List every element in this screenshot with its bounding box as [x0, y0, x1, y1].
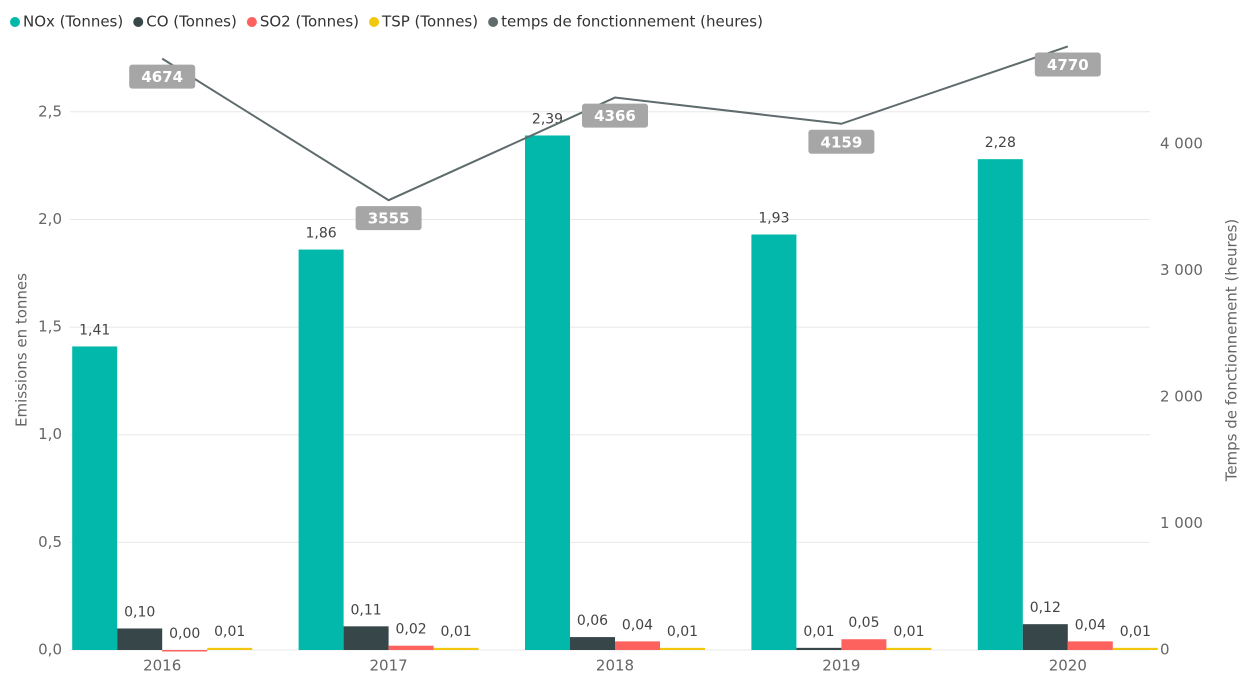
value-label: 0,01 — [803, 624, 834, 640]
legend-label: NOx (Tonnes) — [23, 13, 123, 31]
value-label: 1,93 — [758, 211, 789, 227]
bar — [1067, 641, 1113, 650]
legend-marker — [133, 17, 144, 27]
value-label: 0,00 — [169, 626, 200, 642]
y2-tick-label: 2 000 — [1160, 387, 1203, 405]
value-label: 0,04 — [622, 617, 653, 633]
value-label-box — [1034, 52, 1101, 77]
y2-tick-label: 0 — [1160, 641, 1170, 659]
bar — [1022, 624, 1068, 650]
y-tick-label: 2,5 — [38, 102, 62, 120]
y2-axis-title: Temps de fonctionnement (heures) — [1223, 219, 1241, 483]
x-tick-label: 2018 — [596, 657, 634, 675]
y-tick-label: 2,0 — [38, 210, 62, 228]
value-label: 0,01 — [667, 624, 698, 640]
bar — [343, 626, 389, 650]
bar — [660, 647, 705, 650]
x-tick-label: 2016 — [143, 657, 181, 675]
value-label: 0,11 — [351, 602, 382, 618]
value-label-box — [355, 206, 422, 231]
bar — [388, 645, 434, 650]
bar — [977, 159, 1023, 650]
value-label: 0,01 — [441, 624, 472, 640]
value-label: 1,86 — [306, 226, 337, 242]
legend-label: CO (Tonnes) — [146, 13, 237, 31]
value-label: 1,41 — [79, 322, 110, 338]
bar — [570, 637, 615, 650]
bar — [886, 647, 932, 650]
value-label: 0,01 — [1120, 624, 1151, 640]
value-label-box — [808, 129, 875, 154]
value-label: 4770 — [1047, 56, 1089, 74]
y2-tick-label: 3 000 — [1160, 261, 1203, 279]
value-label: 0,10 — [124, 604, 155, 620]
legend-marker — [10, 17, 20, 27]
value-label: 0,12 — [1030, 600, 1061, 616]
bar — [117, 628, 163, 650]
x-tick-label: 2017 — [370, 657, 408, 675]
bar — [841, 639, 887, 650]
legend-label: temps de fonctionnement (heures) — [501, 13, 763, 31]
value-label: 3555 — [368, 210, 410, 228]
bar — [615, 641, 660, 650]
legend-marker — [369, 17, 380, 27]
y-tick-label: 0,0 — [38, 641, 62, 659]
y2-tick-label: 1 000 — [1160, 514, 1203, 532]
value-label-box — [582, 103, 648, 128]
legend-marker — [246, 17, 257, 27]
y-tick-label: 1,5 — [38, 318, 62, 336]
bar — [796, 647, 842, 650]
x-tick-label: 2019 — [822, 657, 860, 675]
y-tick-label: 1,0 — [38, 425, 62, 443]
legend-label: SO2 (Tonnes) — [260, 13, 359, 31]
bar — [72, 346, 118, 650]
y2-tick-label: 4 000 — [1160, 134, 1203, 152]
bar — [433, 647, 479, 650]
value-label: 0,01 — [214, 624, 245, 640]
value-label: 0,04 — [1075, 617, 1106, 633]
value-label: 4674 — [141, 68, 183, 86]
value-label-box — [129, 64, 196, 89]
value-label: 0,05 — [848, 615, 879, 631]
bar — [525, 135, 570, 651]
bar — [751, 234, 797, 650]
bar — [298, 249, 344, 651]
bar — [162, 650, 208, 652]
legend-label: TSP (Tonnes) — [381, 13, 478, 31]
value-label: 0,01 — [893, 624, 924, 640]
value-label: 0,02 — [396, 622, 427, 638]
value-label: 0,06 — [577, 613, 608, 629]
value-label: 4366 — [594, 107, 636, 125]
bar — [207, 647, 253, 650]
value-label: 2,39 — [532, 111, 563, 127]
bar — [1112, 647, 1158, 650]
y-axis-title: Emissions en tonnes — [13, 273, 31, 427]
value-label: 4159 — [821, 133, 863, 151]
value-label: 2,28 — [985, 135, 1016, 151]
x-tick-label: 2020 — [1049, 657, 1087, 675]
line — [161, 45, 1069, 202]
legend-marker — [488, 17, 499, 27]
y-tick-label: 0,5 — [38, 533, 62, 551]
